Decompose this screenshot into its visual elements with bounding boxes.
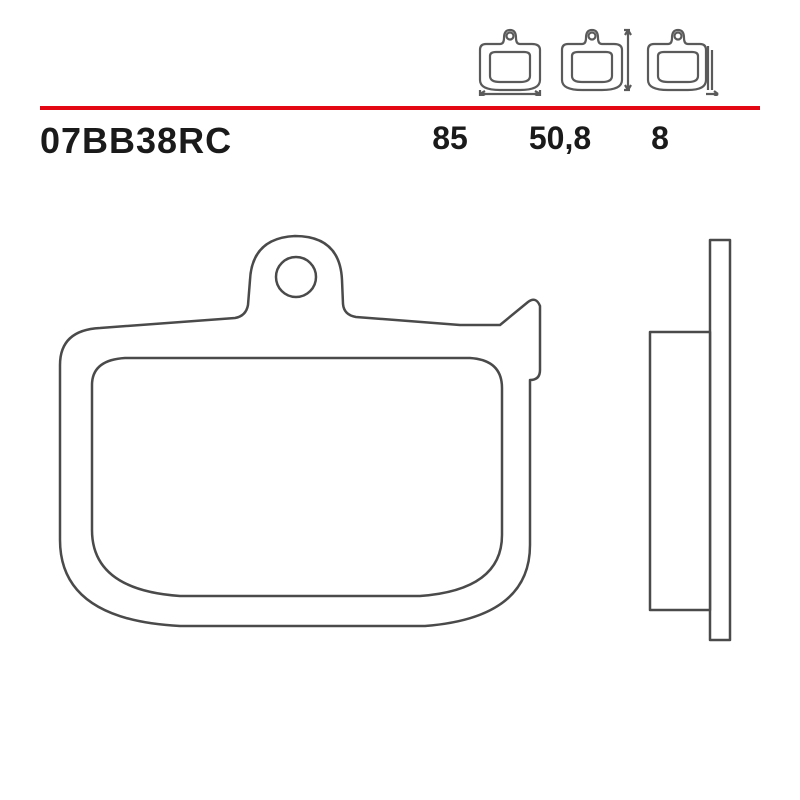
thickness-dimension-icon: [642, 20, 720, 96]
dimension-thickness: 8: [620, 120, 700, 157]
divider-line: [40, 106, 760, 110]
dimension-width: 85: [400, 120, 500, 157]
front-view-friction-pad: [92, 358, 502, 596]
side-view: [650, 240, 730, 640]
front-view-tab-hole: [276, 257, 316, 297]
technical-drawing: [30, 210, 770, 680]
dimension-values: 85 50,8 8: [400, 120, 700, 157]
dimension-height: 50,8: [500, 120, 620, 157]
diagram-container: 07BB38RC 85 50,8 8: [0, 0, 800, 800]
height-dimension-icon: [556, 20, 634, 96]
part-number: 07BB38RC: [40, 120, 232, 162]
dimension-icons-row: [470, 20, 720, 96]
width-dimension-icon: [470, 20, 548, 96]
